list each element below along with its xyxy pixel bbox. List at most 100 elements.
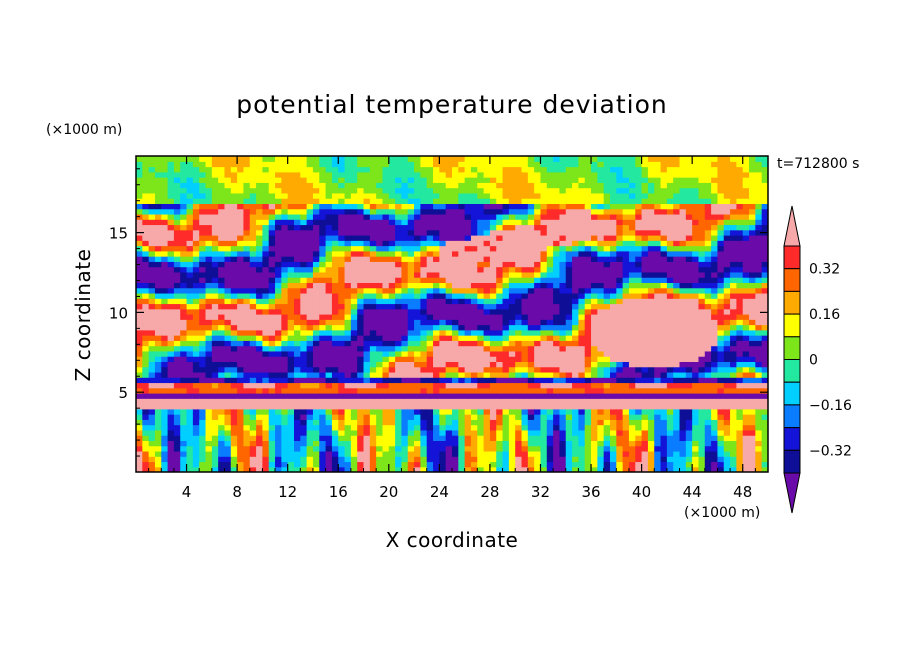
- heatmap-cell: [452, 298, 459, 305]
- heatmap-cell: [420, 435, 428, 441]
- heatmap-cell: [647, 235, 655, 241]
- heatmap-cell: [224, 424, 232, 431]
- heatmap-cell: [192, 292, 200, 299]
- heatmap-cell: [616, 213, 624, 220]
- heatmap-cell: [161, 287, 169, 294]
- heatmap-cell: [641, 377, 649, 384]
- heatmap-cell: [426, 371, 434, 378]
- heatmap-cell: [369, 219, 377, 226]
- heatmap-cell: [508, 361, 516, 368]
- heatmap-cell: [483, 424, 491, 431]
- heatmap-cell: [464, 329, 472, 336]
- heatmap-cell: [224, 419, 232, 426]
- heatmap-cell: [502, 266, 510, 273]
- heatmap-cell: [344, 303, 352, 310]
- heatmap-cell: [452, 171, 459, 178]
- heatmap-cell: [578, 282, 586, 289]
- heatmap-cell: [483, 213, 491, 220]
- heatmap-cell: [331, 156, 339, 162]
- heatmap-cell: [546, 298, 554, 305]
- heatmap-cell: [275, 324, 282, 331]
- heatmap-cell: [508, 371, 516, 378]
- heatmap-cell: [527, 466, 535, 472]
- heatmap-cell: [635, 466, 643, 472]
- heatmap-cell: [610, 435, 617, 441]
- heatmap-cell: [199, 224, 207, 231]
- heatmap-cell: [161, 166, 169, 173]
- heatmap-cell: [534, 461, 542, 468]
- heatmap-cell: [578, 408, 586, 415]
- heatmap-cell: [395, 408, 403, 415]
- heatmap-cell: [628, 219, 636, 226]
- heatmap-cell: [249, 424, 257, 431]
- heatmap-cell: [470, 177, 478, 183]
- heatmap-cell: [230, 340, 238, 347]
- heatmap-cell: [186, 156, 194, 162]
- heatmap-cell: [306, 177, 314, 183]
- heatmap-cell: [508, 219, 516, 226]
- heatmap-cell: [237, 250, 245, 257]
- heatmap-cell: [559, 171, 567, 178]
- heatmap-cell: [559, 419, 567, 426]
- heatmap-cell: [420, 224, 428, 231]
- heatmap-cell: [559, 292, 567, 299]
- heatmap-cell: [445, 192, 453, 199]
- heatmap-cell: [477, 366, 485, 373]
- heatmap-cell: [205, 213, 213, 220]
- heatmap-cell: [452, 208, 459, 215]
- heatmap-cell: [401, 377, 409, 384]
- heatmap-cell: [357, 171, 365, 178]
- heatmap-cell: [534, 271, 542, 278]
- heatmap-cell: [622, 398, 630, 405]
- heatmap-cell: [584, 393, 592, 399]
- heatmap-cell: [654, 361, 662, 368]
- heatmap-cell: [401, 235, 409, 241]
- heatmap-cell: [527, 177, 535, 183]
- heatmap-cell: [376, 287, 384, 294]
- heatmap-cell: [496, 271, 504, 278]
- heatmap-cell: [300, 329, 308, 336]
- heatmap-cell: [502, 177, 510, 183]
- heatmap-cell: [584, 340, 592, 347]
- heatmap-cell: [407, 403, 415, 410]
- heatmap-cell: [622, 219, 630, 226]
- heatmap-cell: [344, 203, 352, 210]
- heatmap-cell: [148, 440, 156, 447]
- heatmap-cell: [401, 393, 409, 399]
- heatmap-cell: [388, 314, 396, 320]
- heatmap-cell: [559, 340, 567, 347]
- heatmap-cell: [508, 282, 516, 289]
- heatmap-cell: [388, 219, 396, 226]
- heatmap-cell: [350, 393, 358, 399]
- heatmap-cell: [154, 208, 162, 215]
- heatmap-cell: [388, 361, 396, 368]
- heatmap-cell: [521, 308, 529, 315]
- heatmap-cell: [281, 466, 289, 472]
- heatmap-cell: [357, 256, 365, 262]
- heatmap-cell: [508, 445, 516, 452]
- heatmap-cell: [211, 161, 219, 168]
- heatmap-cell: [521, 203, 529, 210]
- heatmap-cell: [452, 350, 459, 357]
- heatmap-cell: [154, 198, 162, 204]
- heatmap-cell: [148, 156, 156, 162]
- heatmap-cell: [382, 261, 390, 268]
- heatmap-cell: [572, 303, 579, 310]
- heatmap-cell: [439, 156, 447, 162]
- heatmap-cell: [350, 166, 358, 173]
- heatmap-cell: [167, 198, 175, 204]
- heatmap-cell: [470, 266, 478, 273]
- heatmap-cell: [508, 224, 516, 231]
- heatmap-cell: [306, 366, 314, 373]
- heatmap-cell: [224, 450, 232, 457]
- heatmap-cell: [426, 171, 434, 178]
- heatmap-cell: [148, 461, 156, 468]
- heatmap-cell: [660, 450, 668, 457]
- heatmap-cell: [319, 329, 327, 336]
- heatmap-cell: [363, 277, 371, 283]
- heatmap-cell: [142, 456, 150, 463]
- heatmap-cell: [218, 419, 226, 426]
- heatmap-cell: [489, 261, 497, 268]
- heatmap-cell: [376, 303, 384, 310]
- heatmap-cell: [553, 445, 561, 452]
